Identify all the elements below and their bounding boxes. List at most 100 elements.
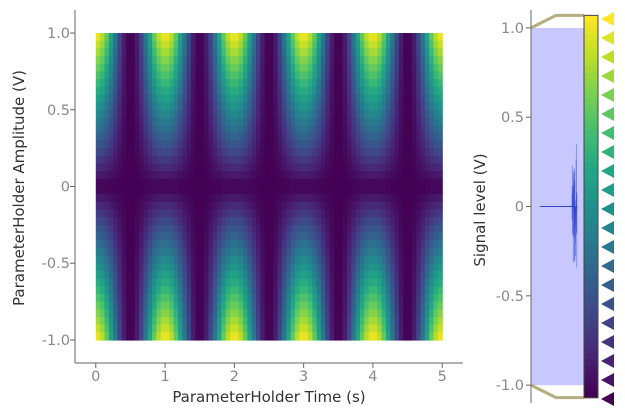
heatmap-cell <box>424 224 430 234</box>
heatmap-cell <box>247 86 253 96</box>
heatmap-cell <box>403 293 409 303</box>
color-level-marker[interactable] <box>601 107 614 121</box>
heatmap-cell <box>143 56 149 65</box>
color-level-marker[interactable] <box>601 12 614 26</box>
heatmap-cell <box>424 270 430 280</box>
heatmap-cell <box>130 117 136 126</box>
heatmap-cell <box>247 278 253 287</box>
color-level-marker[interactable] <box>601 202 614 216</box>
heatmap-cell <box>100 33 106 42</box>
heatmap-cell <box>429 194 435 203</box>
y-tick-label: -1.0 <box>42 333 70 349</box>
heatmap-cell <box>372 48 378 57</box>
heatmap-cell <box>359 270 365 280</box>
heatmap-cell <box>147 316 153 326</box>
heatmap-cell <box>390 186 396 195</box>
heatmap-cell <box>113 209 119 218</box>
heatmap-cell <box>411 270 417 280</box>
heatmap-cell <box>385 63 391 72</box>
range-handle[interactable] <box>530 383 584 400</box>
heatmap-cell <box>411 255 417 264</box>
color-level-marker[interactable] <box>601 278 614 292</box>
colorbar-segment <box>584 91 598 99</box>
heatmap-cell <box>269 309 274 318</box>
heatmap-cell <box>420 86 426 96</box>
heatmap-cell <box>403 125 409 134</box>
heatmap-cell <box>117 148 123 157</box>
heatmap-cell <box>325 79 331 88</box>
heatmap-cell <box>437 94 443 103</box>
heatmap-cell <box>351 186 357 195</box>
range-handle[interactable] <box>530 13 584 30</box>
color-level-marker[interactable] <box>601 354 614 368</box>
heatmap-cell <box>359 163 365 172</box>
heatmap-cell <box>294 263 300 272</box>
color-level-marker[interactable] <box>601 392 614 406</box>
heatmap-cell <box>121 232 127 241</box>
heatmap-cell <box>264 194 270 203</box>
heatmap-cell <box>294 155 300 165</box>
color-level-marker[interactable] <box>601 316 614 330</box>
heatmap-cell <box>139 278 145 287</box>
color-level-marker[interactable] <box>601 126 614 140</box>
color-level-marker[interactable] <box>601 31 614 45</box>
color-level-marker[interactable] <box>601 88 614 102</box>
heatmap-cell <box>247 40 253 49</box>
color-level-marker[interactable] <box>601 69 614 83</box>
heatmap-cell <box>269 33 274 42</box>
heatmap-y-ticks: 1.00.50-0.5-1.0 <box>42 26 75 349</box>
color-level-marker[interactable] <box>601 240 614 254</box>
heatmap-cell <box>372 33 378 42</box>
color-level-marker[interactable] <box>601 183 614 197</box>
color-level-marker[interactable] <box>601 221 614 235</box>
color-level-marker[interactable] <box>601 335 614 349</box>
heatmap-cell <box>411 71 417 80</box>
heatmap-cell <box>416 194 422 203</box>
heatmap-cell <box>338 86 344 96</box>
heatmap-cell <box>264 240 270 249</box>
heatmap-cell <box>381 102 387 111</box>
range-handles[interactable] <box>530 13 584 400</box>
color-level-marker[interactable] <box>601 297 614 311</box>
heatmap-cell <box>243 270 248 280</box>
color-level-marker[interactable] <box>601 164 614 178</box>
heatmap-cell <box>346 278 352 287</box>
heatmap-cell <box>169 71 175 80</box>
heatmap-cell <box>169 332 175 341</box>
heatmap-cell <box>351 332 357 341</box>
heatmap-cell <box>186 117 192 126</box>
heatmap-cell <box>182 255 188 264</box>
heatmap-cell <box>355 48 361 57</box>
heatmap-cell <box>277 155 283 165</box>
color-level-marker[interactable] <box>601 50 614 64</box>
heatmap-cell <box>208 278 214 287</box>
heatmap-cell <box>394 171 400 180</box>
heatmap-cell <box>355 171 361 180</box>
heatmap-cell <box>113 163 119 172</box>
color-level-markers[interactable] <box>601 12 614 406</box>
heatmap-cell <box>424 40 430 49</box>
heatmap-cell <box>225 209 231 218</box>
heatmap-cell <box>277 71 283 80</box>
heatmap-cell <box>139 40 145 49</box>
heatmap-cell <box>281 247 287 257</box>
heatmap-cell <box>143 201 149 211</box>
heatmap-cell <box>169 324 175 333</box>
heatmap-cell <box>134 102 140 111</box>
color-level-marker[interactable] <box>601 145 614 159</box>
heatmap-cell <box>372 201 378 211</box>
heatmap-cell <box>381 186 387 195</box>
heatmap-cell <box>126 247 132 257</box>
color-level-marker[interactable] <box>601 259 614 273</box>
heatmap-cell <box>355 301 361 310</box>
heatmap-cell <box>204 94 209 103</box>
heatmap-cell <box>182 186 188 195</box>
heatmap-cell <box>208 201 214 211</box>
heatmap-cell <box>281 293 287 303</box>
heatmap-cell <box>217 324 222 333</box>
heatmap-cell <box>390 155 396 165</box>
heatmap-cell <box>372 171 378 180</box>
heatmap-cell <box>273 270 279 280</box>
color-level-marker[interactable] <box>601 373 614 387</box>
